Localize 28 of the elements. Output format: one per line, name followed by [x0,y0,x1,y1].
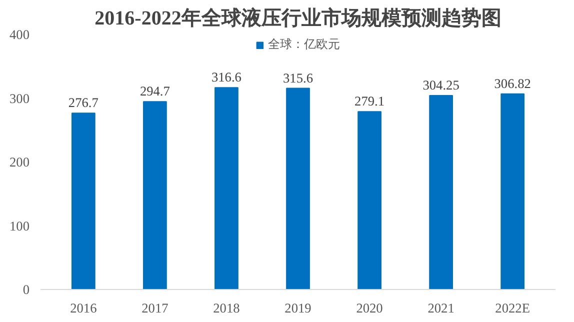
bar [429,95,453,290]
x-tick-label: 2021 [428,300,454,316]
bar [214,87,238,290]
y-tick-label: 0 [22,282,30,297]
data-label: 316.6 [211,70,242,85]
y-tick-label: 400 [10,27,30,42]
bar [358,111,382,290]
x-tick-label: 2019 [284,300,312,316]
y-tick-label: 100 [10,218,30,234]
y-tick-label: 300 [10,90,30,106]
bar [71,112,96,290]
data-label: 315.6 [283,70,314,86]
x-tick-label: 2017 [142,300,169,316]
bar [286,88,310,290]
data-label: 304.25 [422,78,460,93]
x-tick-label: 2018 [213,300,240,316]
bar [143,101,167,290]
bar [500,93,525,290]
data-label: 276.7 [68,95,99,110]
x-tick-label: 2022E [495,300,530,316]
y-tick-label: 200 [10,154,30,170]
data-label: 279.1 [354,94,385,109]
chart-title: 2016-2022年全球液压行业市场规模预测趋势图 [94,6,502,30]
data-label: 306.82 [494,76,531,91]
x-tick-label: 2020 [356,300,384,316]
data-label: 294.7 [140,84,170,99]
x-tick-label: 2016 [70,300,98,316]
legend-label: 全球：亿欧元 [268,36,340,53]
